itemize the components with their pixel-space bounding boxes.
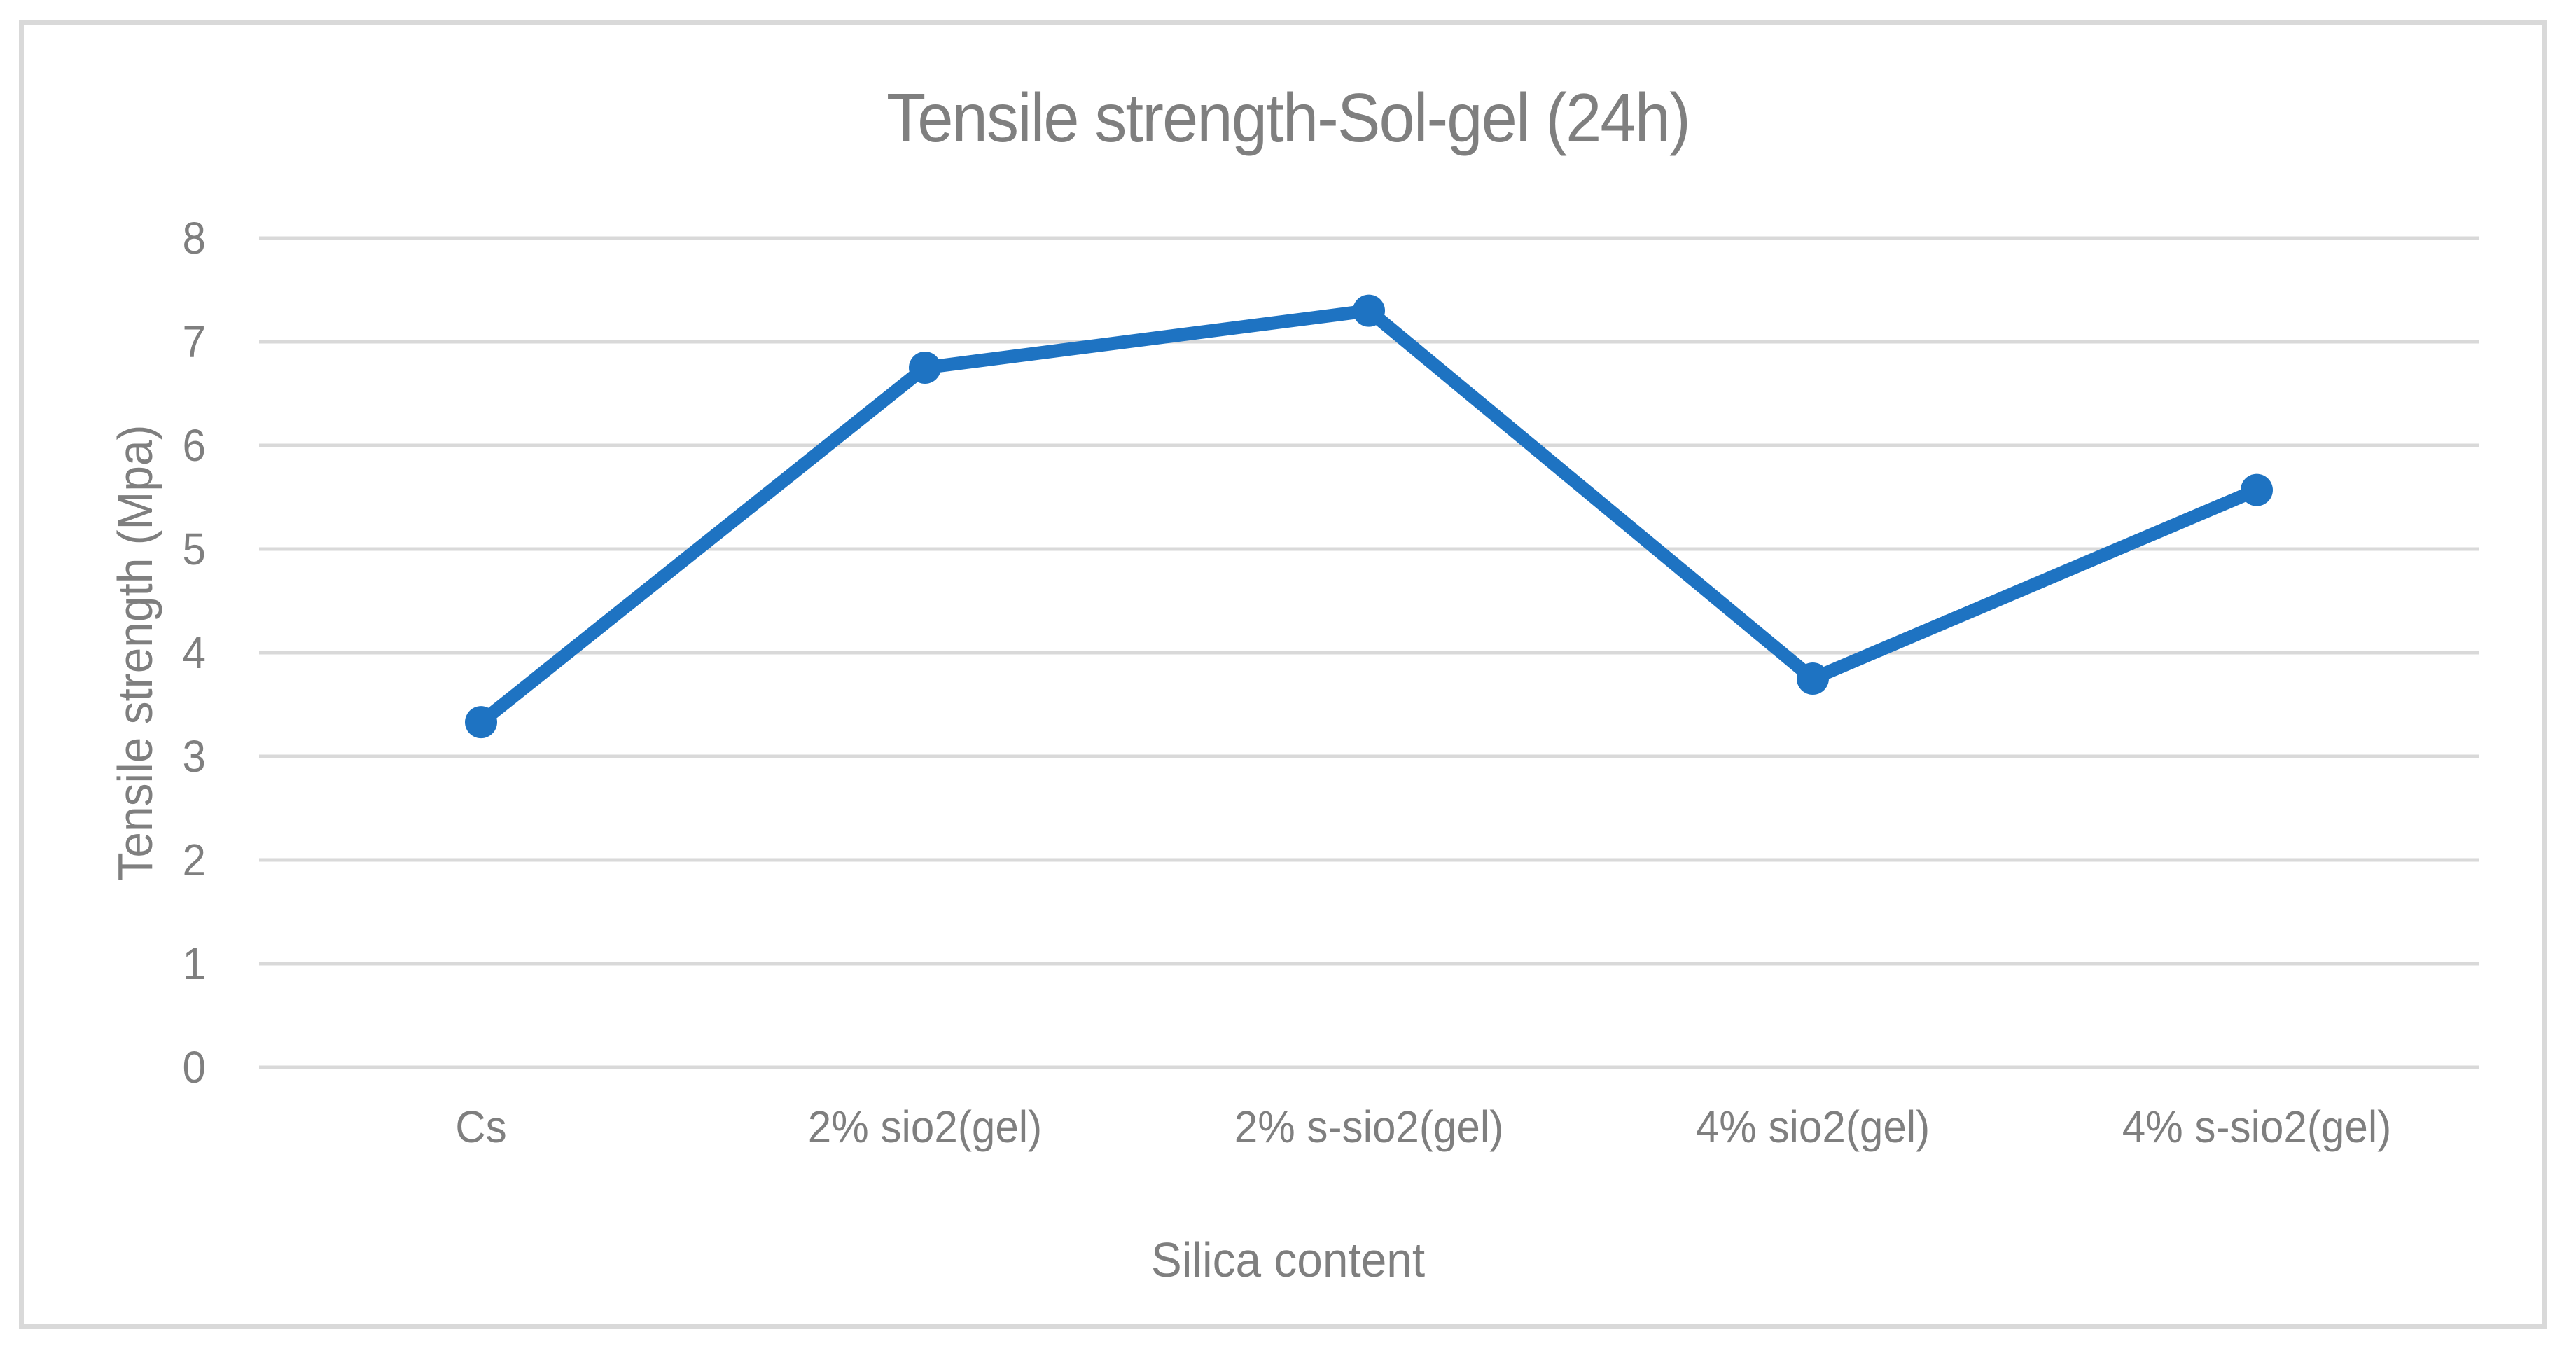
y-tick-label: 0 — [182, 1042, 206, 1092]
y-tick-label: 3 — [182, 731, 206, 782]
y-tick-label: 6 — [182, 420, 206, 471]
y-tick-label: 4 — [182, 627, 206, 678]
y-tick-label: 2 — [182, 835, 206, 885]
data-point-marker — [909, 352, 941, 384]
x-axis-title: Silica content — [1150, 1233, 1426, 1287]
plot-area — [259, 236, 2479, 1069]
y-tick-label: 8 — [182, 213, 206, 263]
data-point-marker — [1797, 662, 1829, 695]
data-point-marker — [465, 706, 497, 739]
y-tick-label: 5 — [182, 524, 206, 574]
data-point-marker — [2241, 473, 2273, 506]
y-tick-label: 1 — [182, 938, 206, 989]
y-tick-label: 7 — [182, 317, 206, 367]
line-series — [474, 304, 2264, 729]
x-tick-label: 4% s-sio2(gel) — [2122, 1102, 2392, 1152]
x-tick-label: 2% sio2(gel) — [807, 1102, 1043, 1152]
chart-title: Tensile strength-Sol-gel (24h) — [886, 79, 1691, 156]
data-point-marker — [1353, 294, 1385, 327]
x-tick-label: 2% s-sio2(gel) — [1234, 1102, 1504, 1152]
x-tick-label: 4% sio2(gel) — [1695, 1102, 1930, 1152]
x-tick-label: Cs — [455, 1102, 507, 1152]
